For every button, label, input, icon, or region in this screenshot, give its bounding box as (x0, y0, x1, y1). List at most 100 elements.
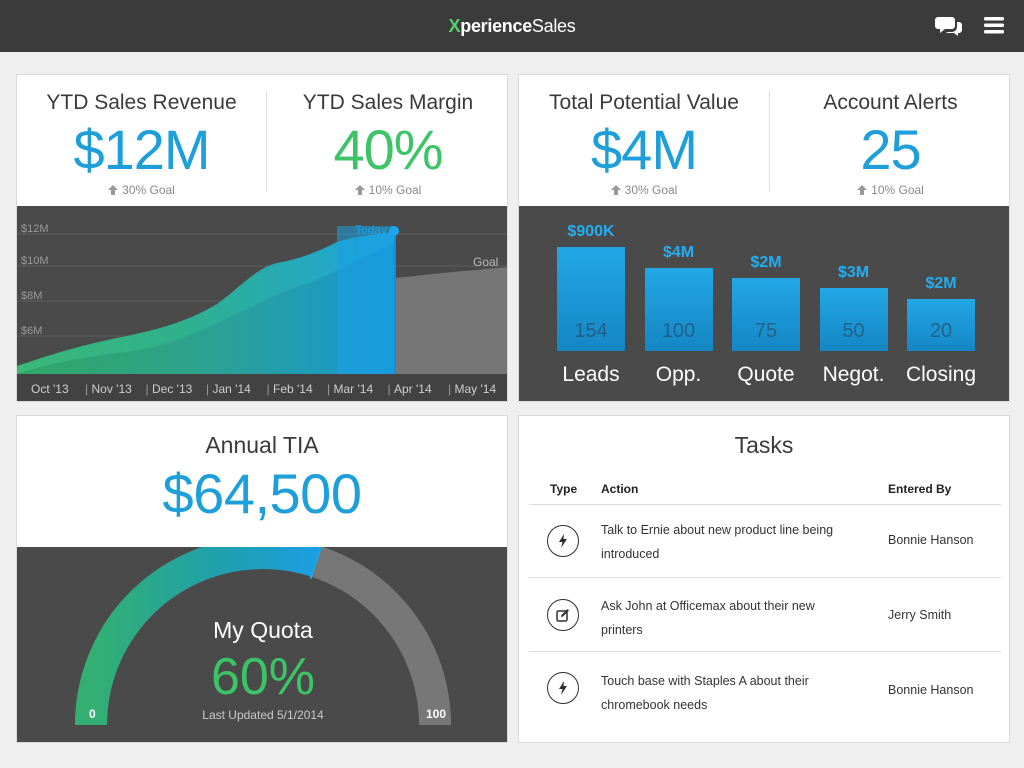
x-tick: Oct '13 (31, 382, 69, 396)
task-action: Ask John at Officemax about their new pr… (601, 599, 815, 637)
kpi-value: $4M (591, 118, 698, 181)
column-header-action[interactable]: Action (601, 482, 639, 496)
kpi-title: YTD Sales Margin (302, 91, 474, 114)
table-divider (529, 577, 1001, 578)
tia-card: Annual TIA $64,500 My Quota 60% Last Upd… (16, 415, 508, 743)
kpi-value: $12M (73, 118, 210, 181)
pipeline-count: 100 (661, 320, 696, 342)
pipeline-stage-label: Negot. (822, 363, 885, 386)
pipeline-card: Total Potential Value $4M 30% Goal Accou… (518, 74, 1010, 402)
pipeline-bar[interactable] (819, 287, 888, 351)
ytd-sales-revenue-kpi[interactable]: YTD Sales Revenue $12M 30% Goal (17, 75, 266, 205)
table-row[interactable]: Touch base with Staples A about their ch… (529, 652, 1001, 726)
x-tick-separator: | (448, 382, 451, 396)
gauge-max-label: 100 (426, 707, 447, 721)
kpi-goal: 10% Goal (770, 183, 1009, 197)
quota-panel: My Quota 60% Last Updated 5/1/2014 0 100 (17, 537, 507, 742)
pipeline-stage-label: Closing (905, 363, 977, 386)
x-tick-separator: | (388, 382, 391, 396)
kpi-title: YTD Sales Revenue (46, 91, 237, 114)
y-tick: $6M (21, 325, 42, 337)
table-divider (529, 504, 1001, 505)
task-action: Talk to Ernie about new product line bei… (601, 523, 834, 561)
revenue-area-lower (17, 244, 395, 374)
pipeline-bar[interactable] (557, 247, 625, 351)
account-alerts-kpi[interactable]: Account Alerts 25 10% Goal (770, 75, 1009, 205)
task-entered-by: Bonnie Hanson (888, 683, 974, 697)
top-bar: XperienceSales (0, 0, 1024, 52)
x-axis-band (17, 374, 507, 401)
pipeline-value-label: $900K (567, 223, 615, 240)
y-axis: $12M $10M $8M $6M (21, 223, 49, 337)
arrow-up-icon (610, 185, 621, 195)
pipeline-bar[interactable] (732, 277, 800, 351)
y-tick: $12M (21, 223, 49, 235)
menu-icon[interactable] (982, 14, 1010, 38)
gauge-min-label: 0 (89, 707, 96, 721)
x-tick: Feb '14 (273, 382, 313, 396)
x-tick-separator: | (327, 382, 330, 396)
goal-label: Goal (473, 255, 498, 269)
tasks-title: Tasks (734, 432, 794, 458)
task-action: Touch base with Staples A about their ch… (601, 674, 809, 712)
arrow-up-icon (354, 185, 365, 195)
table-divider (529, 651, 1001, 652)
revenue-area-chart[interactable]: Today Goal $12M $10M $8M $6M Oct '13 | Nov… (17, 206, 508, 402)
pipeline-count: 154 (574, 320, 608, 342)
pipeline-count: 75 (754, 320, 778, 342)
x-tick: Dec '13 (152, 382, 193, 396)
quota-value: 60% (210, 648, 316, 706)
ytd-sales-margin-kpi[interactable]: YTD Sales Margin 40% 10% Goal (267, 75, 507, 205)
kpi-divider (266, 91, 267, 191)
pipeline-value-label: $2M (925, 275, 957, 293)
table-row[interactable]: Talk to Ernie about new product line bei… (529, 505, 1001, 579)
x-tick-separator: | (267, 382, 270, 396)
kpi-title: Total Potential Value (549, 91, 739, 114)
column-header-type[interactable]: Type (550, 482, 578, 496)
column-header-entered-by[interactable]: Entered By (888, 482, 952, 496)
tia-title: Annual TIA (205, 432, 319, 458)
pipeline-value-label: $2M (750, 253, 782, 271)
kpi-title: Account Alerts (823, 91, 958, 114)
tia-value: $64,500 (162, 462, 362, 525)
x-axis: Oct '13 | Nov '13 | Dec '13 | Jan '14 | Feb '14 |… (31, 382, 496, 396)
y-tick: $10M (21, 255, 49, 267)
pipeline-value-label: $4M (662, 244, 695, 262)
revenue-chart-panel: Today Goal $12M $10M $8M $6M Oct '13 | Nov… (17, 206, 508, 402)
total-potential-value-kpi[interactable]: Total Potential Value $4M 30% Goal (519, 75, 769, 205)
task-entered-by: Bonnie Hanson (888, 533, 974, 547)
x-tick: Apr '14 (394, 382, 432, 396)
x-tick: May '14 (455, 382, 497, 396)
kpi-goal: 10% Goal (267, 183, 507, 197)
arrow-up-icon (108, 185, 119, 195)
chat-icon[interactable] (935, 14, 963, 38)
x-tick-separator: | (85, 382, 88, 396)
x-tick: Jan '14 (213, 382, 252, 396)
pipeline-count: 50 (842, 320, 865, 342)
lightning-icon (547, 525, 579, 557)
pipeline-bar[interactable] (907, 299, 975, 351)
kpi-value: 40% (333, 118, 443, 181)
x-tick: Nov '13 (92, 382, 133, 396)
y-tick: $8M (21, 290, 42, 302)
task-entered-by: Jerry Smith (888, 608, 952, 622)
pipeline-stage-label: Leads (562, 363, 620, 386)
x-tick-separator: | (146, 382, 149, 396)
quota-title: My Quota (213, 617, 313, 643)
kpi-goal: 30% Goal (17, 183, 266, 197)
x-tick-separator: | (206, 382, 209, 396)
pipeline-value-label: $3M (837, 263, 870, 281)
goal-area (395, 267, 507, 374)
kpi-value: 25 (860, 118, 921, 181)
arrow-up-icon (857, 185, 868, 195)
revenue-card: YTD Sales Revenue $12M 30% Goal YTD Sale… (16, 74, 508, 402)
pipeline-count: 20 (929, 320, 953, 342)
quota-last-updated: Last Updated 5/1/2014 (202, 708, 324, 722)
table-row[interactable]: Ask John at Officemax about their new pr… (529, 578, 1001, 652)
today-marker[interactable] (389, 226, 399, 236)
lightning-icon (547, 672, 579, 704)
pipeline-bar[interactable] (644, 268, 713, 351)
tasks-card: Tasks Type Action Entered By Talk to Ern… (518, 415, 1010, 743)
kpi-goal: 30% Goal (519, 183, 769, 197)
x-tick: Mar '14 (334, 382, 374, 396)
